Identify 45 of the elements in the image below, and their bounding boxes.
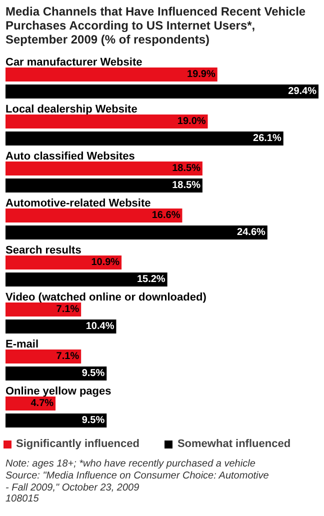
bar	[6, 132, 284, 146]
data-label: 10.4%	[86, 321, 114, 332]
bar	[6, 414, 107, 428]
text: 108015	[6, 494, 40, 504]
bar	[6, 178, 202, 192]
data-label: 7.1%	[56, 351, 80, 362]
bar	[6, 350, 82, 364]
bar	[6, 302, 82, 316]
text: Note: ages 18+; *who have recently purchased a vehicle	[6, 458, 256, 470]
chart-title: Media Channels that Have Influenced Recent Vehicle Purchases According to US Internet Users*, September 2009 (% of respondents)	[6, 4, 306, 46]
data-label: 9.5%	[82, 368, 105, 379]
data-label: 19.9%	[187, 69, 216, 80]
source-note: Source: "Media Influence on Consumer Choice: Automotive - Fall 2009," October 23, 2009	[6, 470, 270, 494]
data-label: 18.5%	[172, 180, 201, 191]
bar	[6, 366, 107, 380]
legend-label: Somewhat influenced	[177, 438, 291, 450]
data-label: 7.1%	[56, 304, 80, 315]
data-label: 18.5%	[172, 163, 201, 174]
data-label: 4.7%	[30, 398, 54, 409]
bar	[6, 84, 318, 98]
bar	[6, 68, 218, 82]
y-tick-label: Auto classified Websites	[6, 150, 135, 162]
data-label: 16.6%	[152, 210, 180, 221]
bar	[6, 162, 202, 176]
y-tick-label: Search results	[6, 244, 82, 256]
y-tick-label: Online yellow pages	[6, 386, 112, 398]
y-tick-label: Car manufacturer Website	[6, 56, 142, 68]
bar	[6, 114, 208, 128]
bar	[6, 320, 116, 334]
data-label: 15.2%	[136, 274, 166, 285]
bar	[6, 256, 122, 270]
bar	[6, 226, 268, 240]
bar	[6, 272, 168, 286]
data-label: 9.5%	[82, 415, 105, 426]
data-label: 26.1%	[253, 133, 282, 144]
data-label: 29.4%	[288, 86, 317, 97]
y-tick-label: Video (watched online or downloaded)	[6, 292, 207, 304]
data-label: 19.0%	[177, 116, 206, 127]
y-tick-label: E-mail	[6, 338, 39, 350]
legend-label: Significantly influenced	[16, 438, 140, 450]
data-label: 10.9%	[91, 257, 120, 268]
data-label: 24.6%	[237, 227, 266, 238]
y-tick-label: Automotive-related Website	[6, 198, 151, 210]
y-tick-label: Local dealership Website	[6, 104, 138, 116]
bar	[6, 208, 182, 222]
